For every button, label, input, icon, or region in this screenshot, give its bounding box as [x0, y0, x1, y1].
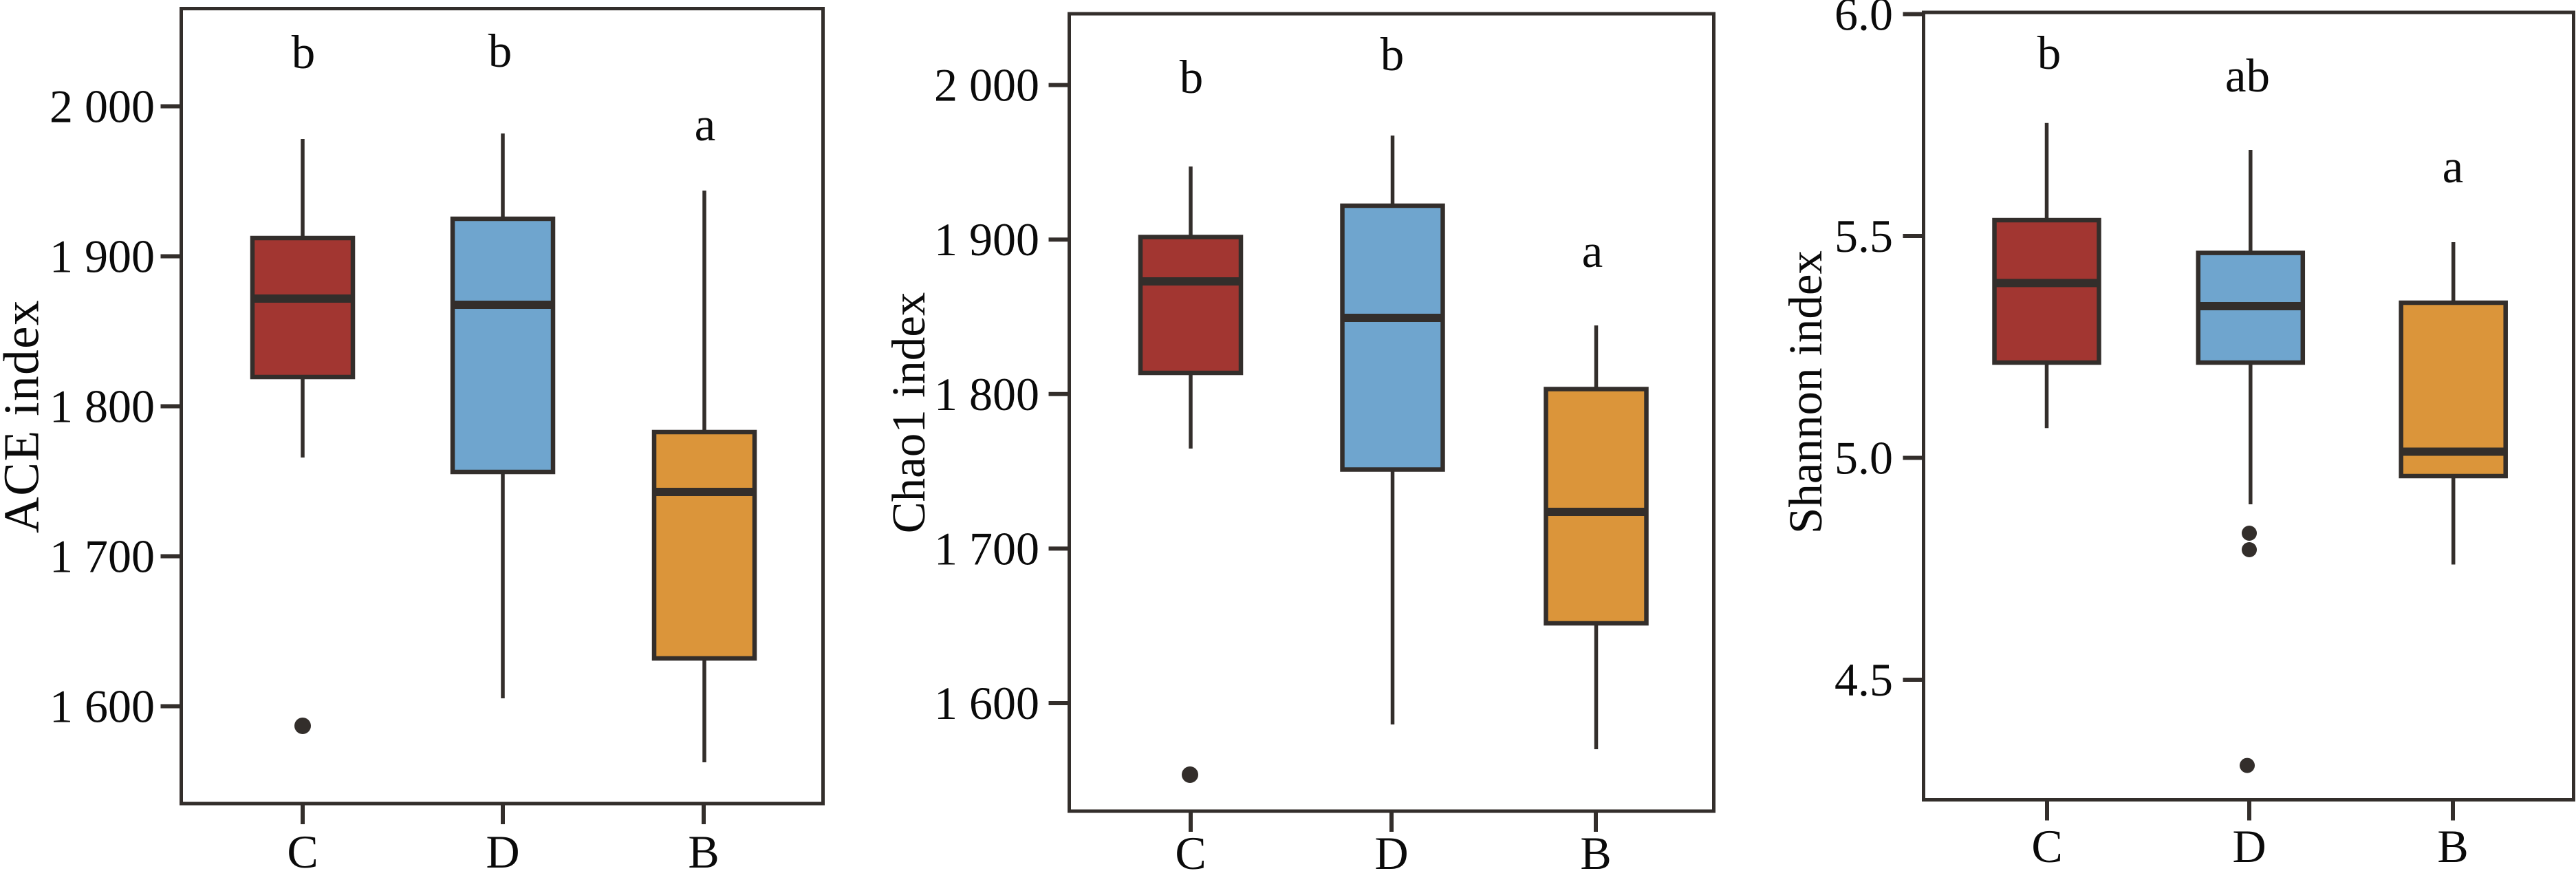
svg-text:B: B	[1580, 827, 1611, 871]
svg-text:Chao1 index: Chao1 index	[883, 292, 935, 534]
svg-text:b: b	[292, 26, 316, 78]
svg-text:2 000: 2 000	[934, 59, 1039, 111]
svg-text:C: C	[1175, 827, 1206, 871]
svg-text:1 900: 1 900	[50, 230, 155, 283]
svg-text:D: D	[486, 826, 519, 871]
svg-text:B: B	[2437, 820, 2468, 871]
svg-text:5.0: 5.0	[1834, 432, 1893, 484]
svg-text:C: C	[2031, 820, 2062, 871]
svg-text:1 600: 1 600	[934, 677, 1039, 729]
svg-text:b: b	[1180, 51, 1204, 103]
svg-text:b: b	[488, 25, 512, 77]
svg-text:1 800: 1 800	[934, 368, 1039, 420]
svg-text:Shannon index: Shannon index	[1779, 250, 1832, 534]
svg-text:2 000: 2 000	[50, 80, 155, 133]
svg-text:4.5: 4.5	[1834, 654, 1893, 706]
svg-text:b: b	[1381, 28, 1405, 80]
svg-text:a: a	[695, 98, 716, 151]
svg-text:B: B	[688, 826, 719, 871]
svg-text:1 600: 1 600	[50, 680, 155, 733]
svg-text:6.0: 6.0	[1834, 0, 1893, 41]
svg-text:b: b	[2037, 27, 2061, 79]
svg-text:5.5: 5.5	[1834, 210, 1893, 262]
svg-text:1 700: 1 700	[934, 522, 1039, 574]
svg-text:C: C	[287, 826, 318, 871]
svg-text:ab: ab	[2225, 50, 2270, 102]
svg-text:1 800: 1 800	[50, 380, 155, 433]
svg-text:ACE index: ACE index	[0, 299, 50, 533]
svg-text:1 900: 1 900	[934, 213, 1039, 266]
svg-text:a: a	[1582, 225, 1603, 277]
svg-text:D: D	[2232, 820, 2266, 871]
svg-text:D: D	[1374, 827, 1408, 871]
svg-text:1 700: 1 700	[50, 530, 155, 583]
svg-text:a: a	[2443, 140, 2464, 193]
